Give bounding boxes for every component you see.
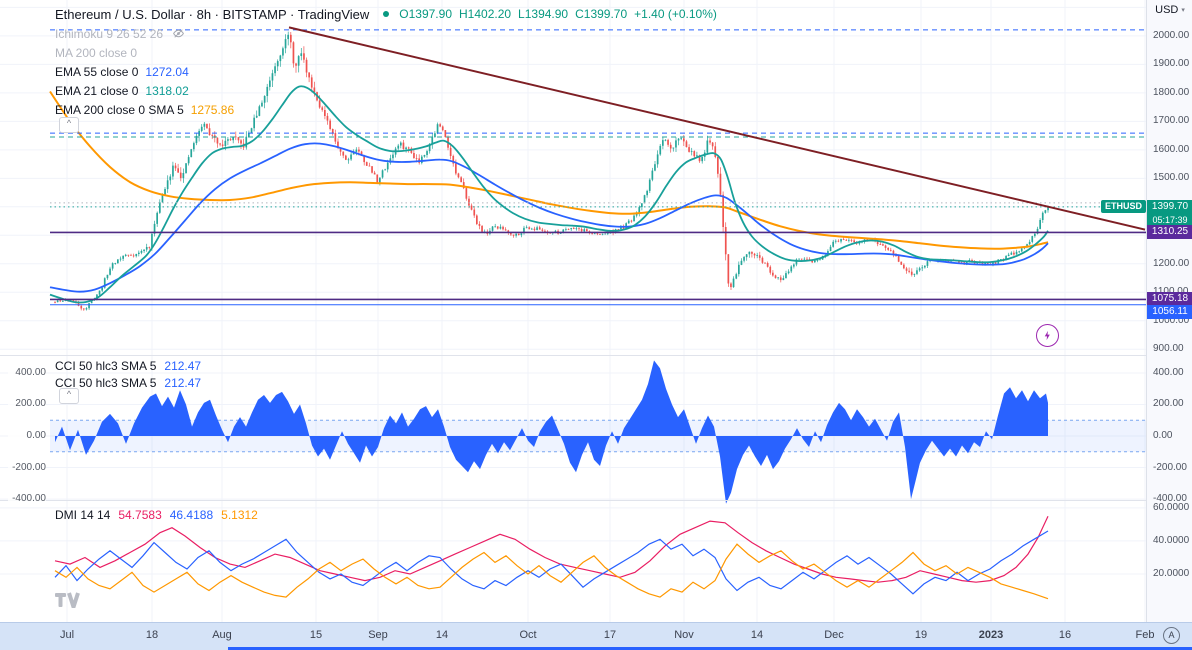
cci-tick: -400.00 <box>1153 493 1187 505</box>
auto-scale-button[interactable]: A <box>1163 627 1180 644</box>
cci-left-tick: -400.00 <box>8 493 46 505</box>
chart-area[interactable]: Ethereum / U.S. Dollar · 8h · BITSTAMP ·… <box>0 0 1147 622</box>
cci-left-tick: 400.00 <box>8 366 46 378</box>
collapse-cci-pane-button[interactable]: ^ <box>59 388 79 404</box>
price-tick: 1500.00 <box>1153 172 1190 184</box>
time-label: 15 <box>309 629 323 641</box>
ema55-line[interactable] <box>49 142 1049 293</box>
price-tick: 900.00 <box>1153 343 1184 355</box>
legend-row-cci-2[interactable]: CCI 50 hlc3 SMA 5 212.47 <box>55 375 202 390</box>
price-tick: 1800.00 <box>1153 86 1190 98</box>
legend-row-dmi[interactable]: DMI 14 14 54.7583 46.4188 5.1312 <box>55 507 258 522</box>
main-legend: Ethereum / U.S. Dollar · 8h · BITSTAMP ·… <box>55 4 717 119</box>
chevron-down-icon: ▾ <box>1181 6 1185 14</box>
time-label: 14 <box>435 629 449 641</box>
cci-area-series[interactable] <box>55 360 1048 504</box>
price-tick: 1200.00 <box>1153 257 1190 269</box>
price-tick: 1100.00 <box>1153 286 1188 298</box>
dmi-series[interactable] <box>54 515 1049 600</box>
change-value: +1.40 (+0.10%) <box>634 7 717 21</box>
dmi-tick: 40.0000 <box>1153 534 1190 546</box>
cci-legend: CCI 50 hlc3 SMA 5 212.47 CCI 50 hlc3 SMA… <box>55 357 201 391</box>
time-label: Feb <box>1135 629 1155 641</box>
cci-tick: 400.00 <box>1153 366 1184 378</box>
price-tick: 1000.00 <box>1153 314 1190 326</box>
dmi-line-minus_di <box>54 543 1049 600</box>
symbol-legend-row[interactable]: Ethereum / U.S. Dollar · 8h · BITSTAMP ·… <box>55 4 717 24</box>
ohlc-values: O1397.90 H1402.20 L1394.90 C1399.70 +1.4… <box>399 7 717 21</box>
market-status-dot <box>383 11 390 17</box>
ema200-line[interactable] <box>49 90 1049 250</box>
time-label: Dec <box>824 629 844 641</box>
symbol-title: Ethereum / U.S. Dollar · 8h · BITSTAMP ·… <box>55 6 370 22</box>
collapse-main-pane-button[interactable]: ^ <box>59 117 79 133</box>
time-label: Nov <box>674 629 694 641</box>
legend-row-ema200[interactable]: EMA 200 close 0 SMA 5 1275.86 <box>55 102 235 117</box>
open-value: O1397.90 <box>399 7 452 21</box>
price-tick: 2000.00 <box>1153 29 1190 41</box>
price-level-label[interactable]: 1056.11 <box>1147 305 1192 320</box>
cci-left-tick: 0.00 <box>8 430 46 441</box>
time-axis[interactable]: A Jul 18 Aug 15 Sep 14 Oct 17 Nov 14 Dec 19 2023 16 Fe… <box>0 622 1192 650</box>
cci-left-tick: 200.00 <box>8 398 46 410</box>
lightning-trade-button[interactable] <box>1036 324 1059 347</box>
time-label: 14 <box>750 629 764 641</box>
time-label: 16 <box>1058 629 1072 641</box>
bar-countdown-label: 05:17:39 <box>1147 213 1192 226</box>
tradingview-logo[interactable] <box>55 592 81 613</box>
symbol-price-tag: ETHUSD <box>1101 200 1147 214</box>
time-label: 18 <box>145 629 159 641</box>
eye-off-icon[interactable] <box>172 27 185 40</box>
low-value: L1394.90 <box>518 7 569 21</box>
time-label: 17 <box>603 629 617 641</box>
lightning-icon <box>1044 330 1050 341</box>
last-price-label: 1399.70 <box>1147 199 1192 214</box>
chart-canvas[interactable] <box>0 0 1146 622</box>
dmi-legend: DMI 14 14 54.7583 46.4188 5.1312 <box>55 506 258 523</box>
time-label: 2023 <box>978 629 1004 641</box>
ema21-line[interactable] <box>49 85 1049 304</box>
dmi-line-adx <box>54 515 1049 583</box>
time-label: Sep <box>368 629 388 641</box>
currency-dropdown[interactable]: USD ▾ <box>1147 0 1192 19</box>
high-value: H1402.20 <box>459 7 512 21</box>
dmi-tick: 20.0000 <box>1153 567 1190 579</box>
bottom-blue-strip <box>228 647 1192 650</box>
cci-tick: 200.00 <box>1153 398 1184 410</box>
tv-logo-icon <box>55 592 80 609</box>
legend-row-ma200[interactable]: MA 200 close 0 <box>55 45 138 60</box>
legend-row-cci-1[interactable]: CCI 50 hlc3 SMA 5 212.47 <box>55 358 202 373</box>
cci-tick: -200.00 <box>1153 461 1187 473</box>
legend-row-ema55[interactable]: EMA 55 close 0 1272.04 <box>55 64 189 79</box>
pane-separators[interactable] <box>0 355 1146 501</box>
price-level-label[interactable]: 1075.18 <box>1147 292 1192 307</box>
time-label: Oct <box>519 629 537 641</box>
level-lines[interactable] <box>50 29 1146 306</box>
time-label: Jul <box>59 629 75 641</box>
dmi-tick: 60.0000 <box>1153 501 1190 513</box>
price-tick: 1700.00 <box>1153 115 1190 127</box>
legend-row-ichimoku[interactable]: Ichimoku 9 26 52 26 <box>55 24 717 43</box>
time-label: 19 <box>914 629 928 641</box>
dmi-line-plus_di <box>54 530 1049 595</box>
price-tick: 1900.00 <box>1153 58 1190 70</box>
time-label: Aug <box>212 629 232 641</box>
close-value: C1399.70 <box>575 7 628 21</box>
descending-trendline[interactable] <box>288 26 1146 231</box>
price-tick: 1600.00 <box>1153 143 1190 155</box>
price-level-label[interactable]: 1310.25 <box>1147 225 1192 240</box>
legend-row-ema21[interactable]: EMA 21 close 0 1318.02 <box>55 83 189 98</box>
price-axis[interactable]: USD ▾ 2000.00 1900.00 1800.00 1700.00 1600.0… <box>1146 0 1192 622</box>
cci-tick: 0.00 <box>1153 430 1173 441</box>
cci-left-tick: -200.00 <box>8 461 46 473</box>
